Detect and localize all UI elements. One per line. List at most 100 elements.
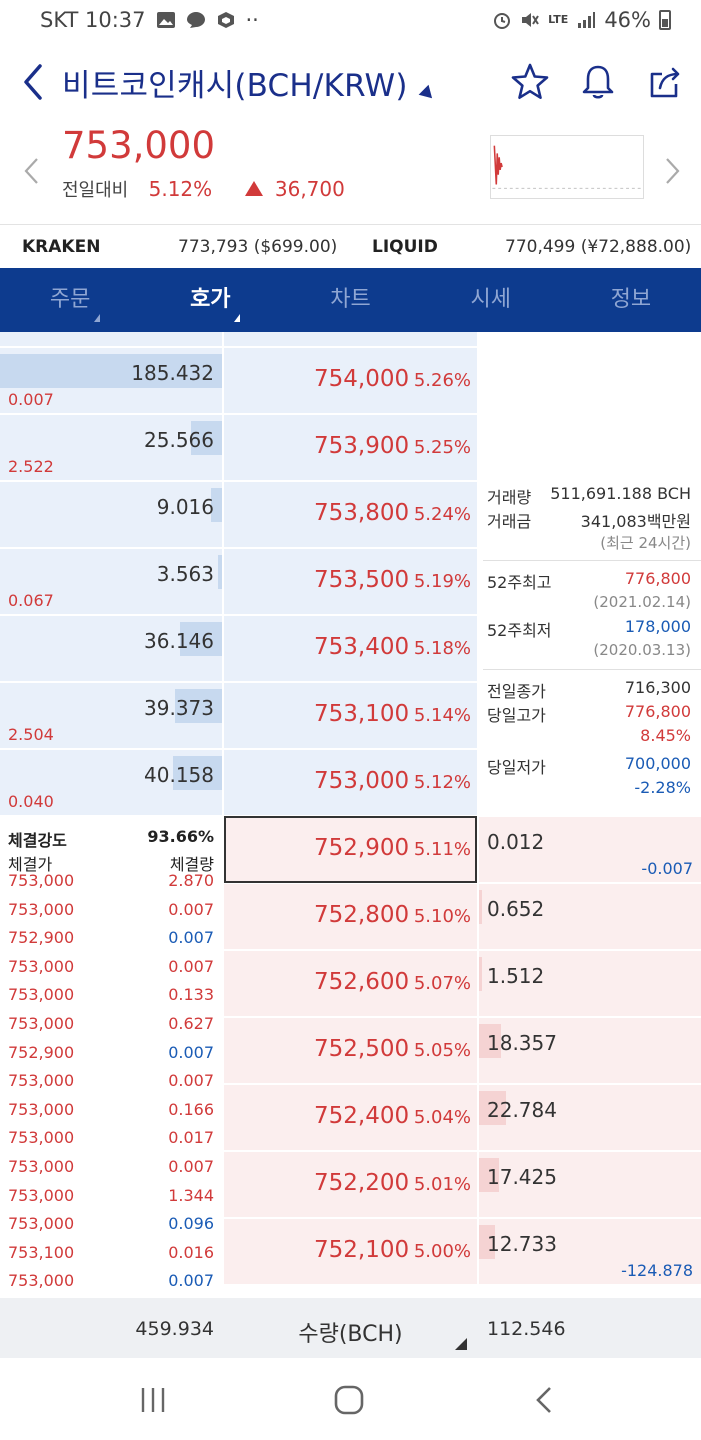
bid-row[interactable]: 17.425	[479, 1152, 701, 1217]
ask-row[interactable]: 185.432 0.007	[0, 348, 222, 413]
prev-coin-arrow-icon[interactable]	[22, 156, 42, 186]
unit-selector[interactable]: 수량(BCH)	[224, 1298, 477, 1358]
ask-quantity: 39.373	[144, 696, 214, 720]
bid-row[interactable]: 0.652	[479, 884, 701, 949]
trade-quantity: 0.007	[168, 899, 214, 919]
trade-quantity: 0.096	[168, 1214, 214, 1234]
trade-row: 752,900 0.007	[0, 1039, 222, 1068]
alarm-icon	[494, 13, 511, 29]
trade-row: 753,100 0.016	[0, 1239, 222, 1268]
ask-change: 0.067	[8, 591, 54, 610]
bid-volume-bar	[479, 1024, 502, 1058]
bid-price: 752,200	[314, 1170, 410, 1196]
bid-price-row[interactable]: 752,900 5.11%	[224, 817, 477, 882]
trade-quantity: 0.166	[168, 1099, 214, 1119]
ask-price-row[interactable]: 753,900 5.25%	[224, 415, 477, 480]
trade-row: 753,000 0.007	[0, 1267, 222, 1296]
back-icon[interactable]	[528, 1382, 564, 1418]
ask-volume-bar	[217, 555, 222, 589]
trade-price: 753,100	[8, 1242, 75, 1262]
mini-price-chart[interactable]	[490, 135, 644, 199]
home-icon[interactable]	[331, 1382, 367, 1418]
bid-percent: 5.07%	[413, 973, 471, 994]
divider	[483, 669, 701, 670]
up-triangle-icon	[244, 181, 263, 196]
ask-price-row[interactable]: 754,000 5.26%	[224, 348, 477, 413]
ask-row[interactable]: 40.158 0.040	[0, 750, 222, 815]
recent-apps-icon[interactable]	[135, 1382, 171, 1418]
bid-quantity: 1.512	[487, 964, 545, 988]
bid-row[interactable]: 1.512	[479, 951, 701, 1016]
tab-orderbook[interactable]: 호가	[140, 268, 280, 332]
bid-total: 112.546	[487, 1318, 566, 1340]
exchange-value-liquid: 770,499 (¥72,888.00)	[505, 237, 692, 257]
bid-price-row[interactable]: 752,800 5.10%	[224, 884, 477, 949]
ask-volume-bar	[173, 756, 222, 790]
bid-price-row[interactable]: 752,200 5.01%	[224, 1152, 477, 1217]
trade-row: 753,000 0.007	[0, 896, 222, 925]
tab-caret-icon	[234, 314, 241, 322]
orderbook-footer: 459.934 수량(BCH) 112.546	[0, 1298, 701, 1358]
tab-chart[interactable]: 차트	[330, 287, 371, 312]
trade-row: 752,900 0.007	[0, 924, 222, 953]
ask-row[interactable]: 36.146	[0, 616, 222, 681]
bid-row[interactable]: 18.357	[479, 1018, 701, 1083]
ask-percent: 5.25%	[413, 437, 471, 458]
ask-percent: 5.18%	[413, 638, 471, 659]
day-high-value: 776,800	[624, 702, 691, 721]
ask-quantity: 3.563	[156, 562, 214, 586]
favorite-star-icon[interactable]	[510, 62, 550, 102]
ask-price-row[interactable]: 753,000 5.12%	[224, 750, 477, 815]
bid-volume-bar	[479, 890, 482, 924]
bid-volume-bar	[479, 1225, 495, 1259]
main-tabs: 주문 호가 차트 시세 정보	[0, 268, 701, 332]
ask-volume-bar	[179, 622, 222, 656]
ask-price: 753,100	[314, 701, 410, 727]
exchange-value-kraken: 773,793 ($699.00)	[178, 237, 338, 257]
ask-price-row[interactable]: 753,400 5.18%	[224, 616, 477, 681]
share-icon[interactable]	[646, 62, 686, 102]
bid-price-row[interactable]: 752,100 5.00%	[224, 1219, 477, 1284]
day-high-label: 당일고가	[487, 706, 546, 725]
bid-quantity: 0.012	[487, 830, 545, 854]
bid-price-row[interactable]: 752,600 5.07%	[224, 951, 477, 1016]
tab-market[interactable]: 시세	[470, 287, 511, 312]
ask-row[interactable]: 25.566 2.522	[0, 415, 222, 480]
lte-indicator: LTE	[548, 13, 569, 26]
trade-quantity: 2.870	[168, 871, 214, 890]
bid-row[interactable]: 0.012 -0.007	[479, 817, 701, 882]
next-coin-arrow-icon[interactable]	[662, 156, 682, 186]
alert-bell-icon[interactable]	[578, 62, 618, 102]
app-notification-icon	[217, 12, 234, 28]
bid-price-row[interactable]: 752,400 5.04%	[224, 1085, 477, 1150]
tab-order[interactable]: 주문	[0, 268, 140, 332]
ask-row[interactable]: 9.016	[0, 482, 222, 547]
day-low-value: 700,000	[624, 754, 691, 773]
ask-price-row[interactable]: 753,100 5.14%	[224, 683, 477, 748]
ask-price-row[interactable]: 753,500 5.19%	[224, 549, 477, 614]
battery-icon	[659, 10, 671, 30]
trade-price-header: 체결가	[8, 855, 53, 874]
bid-row[interactable]: 12.733 -124.878	[479, 1219, 701, 1284]
bid-percent: 5.05%	[413, 1040, 471, 1061]
ask-price: 753,400	[314, 634, 410, 660]
coin-selector[interactable]: 비트코인캐시(BCH/KRW)	[62, 60, 437, 105]
ask-price-row[interactable]: 753,800 5.24%	[224, 482, 477, 547]
trade-qty-header: 체결량	[169, 855, 214, 874]
ask-quantity: 25.566	[144, 428, 214, 452]
exchange-name-liquid: LIQUID	[372, 237, 438, 257]
order-book: 185.432 0.007 25.566 2.522 9.016 3.563 0.067 36…	[0, 332, 701, 1298]
change-amount: 36,700	[274, 177, 345, 201]
exchange-name-kraken: KRAKEN	[22, 237, 101, 257]
bid-price-row[interactable]: 752,500 5.05%	[224, 1018, 477, 1083]
tab-info[interactable]: 정보	[610, 287, 652, 312]
trade-price: 753,000	[8, 1013, 75, 1033]
recent-trades-panel: 체결강도 93.66% 체결가 체결량 753,000 2.870 753,000 0.007…	[0, 817, 222, 1299]
ask-row[interactable]: 39.373 2.504	[0, 683, 222, 748]
ask-row[interactable]: 3.563 0.067	[0, 549, 222, 614]
bid-row[interactable]: 22.784	[479, 1085, 701, 1150]
day-high-percent: 8.45%	[640, 726, 691, 745]
app-header: 비트코인캐시(BCH/KRW)	[0, 50, 701, 114]
back-arrow-icon[interactable]	[18, 62, 48, 102]
volume-label: 거래량	[487, 488, 532, 507]
